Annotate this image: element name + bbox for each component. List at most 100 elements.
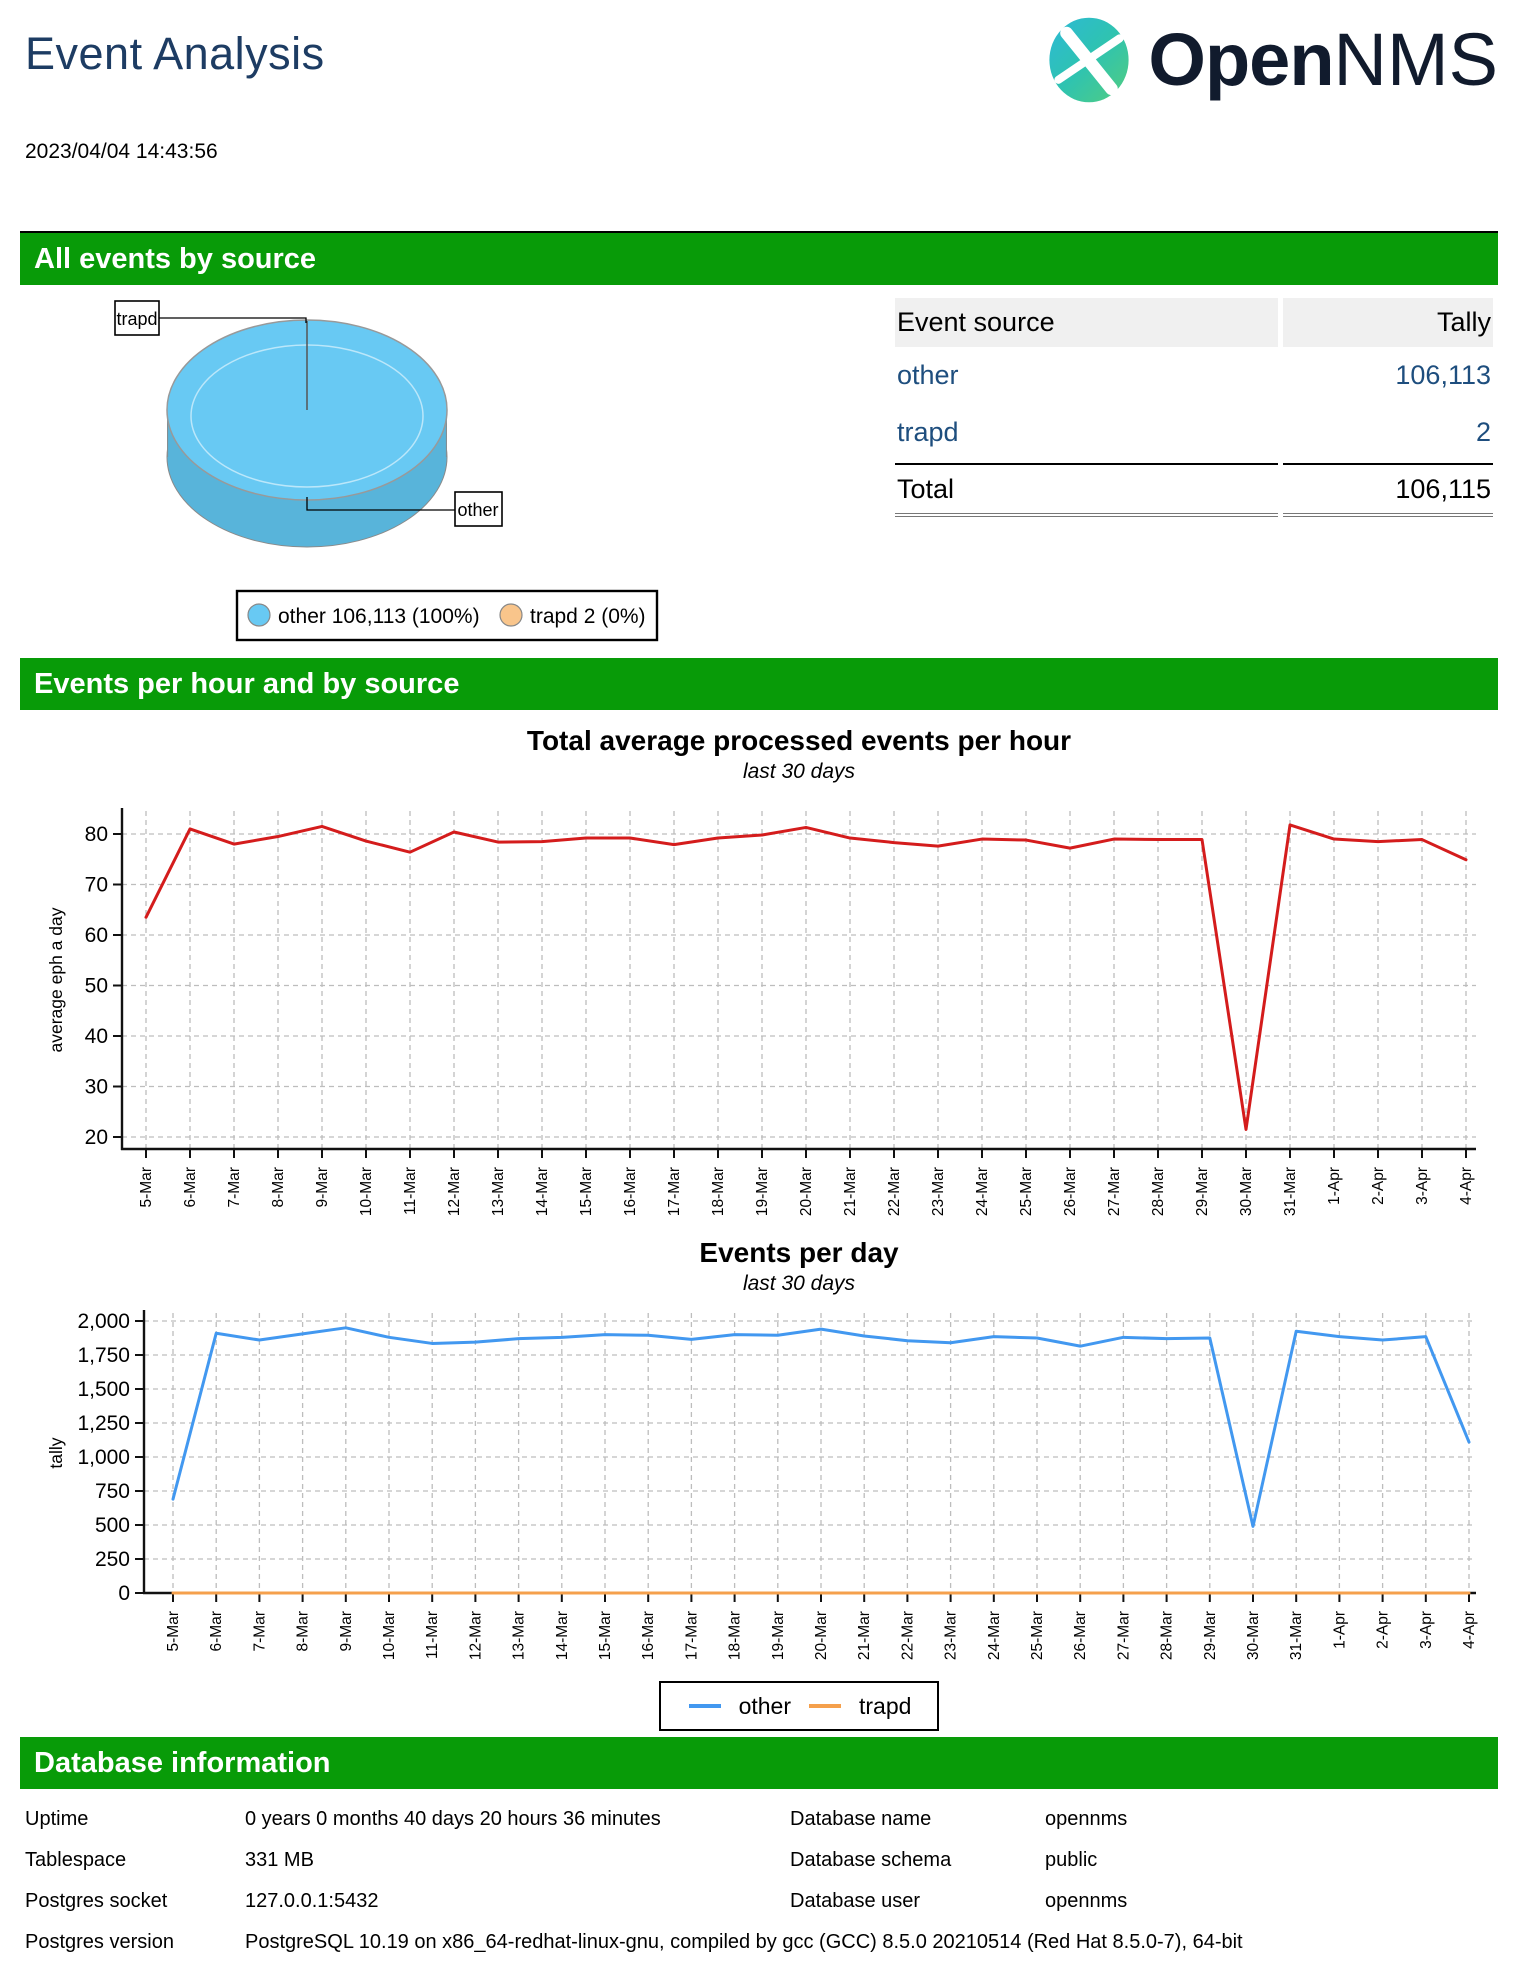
svg-text:2-Apr: 2-Apr: [1370, 1167, 1387, 1205]
svg-text:1,250: 1,250: [77, 1412, 130, 1435]
db-label-database-user: Database user: [790, 1890, 921, 1912]
db-label-tablespace: Tablespace: [25, 1849, 127, 1871]
svg-text:7-Mar: 7-Mar: [226, 1167, 243, 1207]
svg-text:22-Mar: 22-Mar: [899, 1611, 916, 1660]
svg-text:1-Apr: 1-Apr: [1331, 1611, 1348, 1649]
svg-text:25-Mar: 25-Mar: [1029, 1611, 1046, 1660]
logo-nms-text: NMS: [1333, 18, 1498, 101]
svg-text:25-Mar: 25-Mar: [1018, 1167, 1035, 1216]
db-label-uptime: Uptime: [25, 1808, 89, 1830]
db-label-database-schema: Database schema: [790, 1849, 952, 1871]
db-value-tablespace: 331 MB: [245, 1849, 314, 1871]
events-per-day-line-chart: 0 250 500 750 1,000 1,250 1,500 1,750 2,000 5-Mar…: [46, 1310, 1478, 1660]
db-label-postgres-socket: Postgres socket: [25, 1890, 168, 1912]
tally-value-trapd: 2: [1475, 417, 1491, 447]
col-header-tally: Tally: [1283, 298, 1493, 347]
page-title: Event Analysis: [25, 28, 325, 79]
svg-text:average eph a day: average eph a day: [46, 907, 66, 1052]
events-per-hour-line-chart: 20 30 40 50 60 70 80 5-Mar 6-Mar 7-Mar 8-Mar 9-Mar 1…: [46, 808, 1476, 1216]
svg-text:7-Mar: 7-Mar: [251, 1611, 268, 1651]
svg-text:tally: tally: [46, 1437, 66, 1468]
svg-text:10-Mar: 10-Mar: [358, 1167, 375, 1216]
svg-text:29-Mar: 29-Mar: [1194, 1167, 1211, 1216]
database-information-grid: Uptime 0 years 0 months 40 days 20 hours…: [0, 1789, 1528, 1963]
other-callout-box: [454, 491, 503, 527]
opennms-logo-text: OpenNMS: [1148, 15, 1498, 105]
svg-text:250: 250: [95, 1548, 130, 1571]
svg-text:18-Mar: 18-Mar: [727, 1611, 744, 1660]
other-callout-label: other: [457, 500, 498, 520]
db-label-postgres-version: Postgres version: [25, 1931, 174, 1953]
other-callout-line: [306, 497, 455, 511]
svg-text:750: 750: [95, 1480, 130, 1503]
table-row: other 106,113: [895, 347, 1493, 404]
table-row: trapd 2: [895, 404, 1493, 461]
db-value-database-name: opennms: [1045, 1808, 1128, 1830]
table-header-row: Event source Tally: [895, 298, 1493, 347]
svg-text:1,500: 1,500: [77, 1378, 130, 1401]
trapd-callout-label: trapd: [116, 309, 157, 329]
event-source-link-other[interactable]: other: [897, 360, 959, 390]
svg-text:6-Mar: 6-Mar: [182, 1167, 199, 1207]
svg-text:20: 20: [85, 1126, 108, 1149]
section-banner-database-information: Database information: [20, 1737, 1498, 1789]
svg-text:3-Apr: 3-Apr: [1418, 1611, 1435, 1649]
pie-legend-trapd-label: trapd 2 (0%): [530, 605, 646, 628]
svg-text:12-Mar: 12-Mar: [467, 1611, 484, 1660]
svg-text:1-Apr: 1-Apr: [1326, 1167, 1343, 1205]
db-value-database-schema: public: [1045, 1849, 1098, 1871]
report-header: Event Analysis OpenNMS: [0, 0, 1528, 112]
svg-text:5-Mar: 5-Mar: [165, 1611, 182, 1651]
opennms-logo-icon: [1049, 17, 1130, 103]
svg-text:21-Mar: 21-Mar: [842, 1167, 859, 1216]
report-timestamp: 2023/04/04 14:43:56: [25, 140, 218, 163]
svg-text:9-Mar: 9-Mar: [338, 1611, 355, 1651]
svg-text:12-Mar: 12-Mar: [446, 1167, 463, 1216]
svg-text:2,000: 2,000: [77, 1310, 130, 1333]
svg-text:28-Mar: 28-Mar: [1159, 1611, 1176, 1660]
svg-text:24-Mar: 24-Mar: [986, 1611, 1003, 1660]
svg-text:15-Mar: 15-Mar: [597, 1611, 614, 1660]
legend-other-label: other: [738, 1692, 791, 1719]
pie-legend-trapd-swatch: [499, 603, 523, 627]
table-total-row: Total 106,115: [895, 463, 1493, 517]
svg-text:9-Mar: 9-Mar: [314, 1167, 331, 1207]
legend-trapd-label: trapd: [859, 1692, 912, 1719]
svg-text:20-Mar: 20-Mar: [798, 1167, 815, 1216]
svg-text:30: 30: [85, 1076, 108, 1099]
svg-text:50: 50: [85, 975, 108, 998]
svg-text:31-Mar: 31-Mar: [1288, 1611, 1305, 1660]
legend-other-swatch: [688, 1704, 721, 1708]
svg-text:15-Mar: 15-Mar: [578, 1167, 595, 1216]
db-value-uptime: 0 years 0 months 40 days 20 hours 36 min…: [245, 1808, 661, 1830]
section-banner-all-events-by-source: All events by source: [20, 231, 1498, 285]
events-by-source-pie-chart: trapd other other 106,113 (100%) trapd 2…: [114, 300, 659, 642]
pie-legend-other-label: other 106,113 (100%): [278, 605, 480, 628]
pie-legend-other-swatch: [247, 603, 271, 627]
svg-text:2-Apr: 2-Apr: [1375, 1611, 1392, 1649]
svg-text:70: 70: [85, 874, 108, 897]
svg-text:30-Mar: 30-Mar: [1245, 1611, 1262, 1660]
svg-text:80: 80: [85, 823, 108, 846]
svg-text:22-Mar: 22-Mar: [886, 1167, 903, 1216]
logo-open-text: Open: [1148, 18, 1334, 101]
svg-text:26-Mar: 26-Mar: [1072, 1611, 1089, 1660]
db-label-database-name: Database name: [790, 1808, 932, 1830]
svg-text:6-Mar: 6-Mar: [208, 1611, 225, 1651]
svg-text:3-Apr: 3-Apr: [1414, 1167, 1431, 1205]
svg-text:4-Apr: 4-Apr: [1458, 1167, 1475, 1205]
event-source-link-trapd[interactable]: trapd: [897, 417, 959, 447]
legend-trapd-swatch: [809, 1704, 841, 1708]
db-value-postgres-socket: 127.0.0.1:5432: [245, 1890, 379, 1912]
events-by-source-section: trapd other other 106,113 (100%) trapd 2…: [0, 285, 1528, 658]
svg-text:23-Mar: 23-Mar: [943, 1611, 960, 1660]
svg-text:14-Mar: 14-Mar: [534, 1167, 551, 1216]
pie-legend-box: [235, 589, 659, 642]
svg-text:19-Mar: 19-Mar: [770, 1611, 787, 1660]
svg-text:23-Mar: 23-Mar: [930, 1167, 947, 1216]
svg-text:29-Mar: 29-Mar: [1202, 1611, 1219, 1660]
opennms-logo: OpenNMS: [1044, 14, 1498, 106]
svg-text:17-Mar: 17-Mar: [683, 1611, 700, 1660]
svg-text:8-Mar: 8-Mar: [270, 1167, 287, 1207]
tally-value-other: 106,113: [1395, 360, 1491, 390]
